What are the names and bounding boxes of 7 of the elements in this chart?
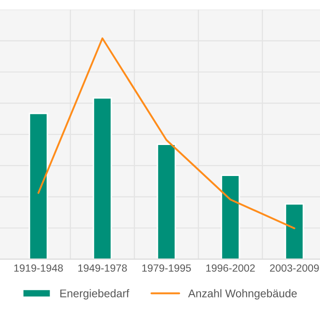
x-tick-label: 2003-2009 <box>270 264 319 272</box>
legend-label: Anzahl Wohngebäude <box>188 289 297 300</box>
legend-label: Energiebedarf <box>60 289 130 300</box>
x-tick-label: 1919-1948 <box>14 264 63 272</box>
x-tick-label: 1979-1995 <box>142 264 191 272</box>
x-tick-label: 1996-2002 <box>206 264 255 272</box>
x-tick-label: 1949-1978 <box>78 264 127 272</box>
